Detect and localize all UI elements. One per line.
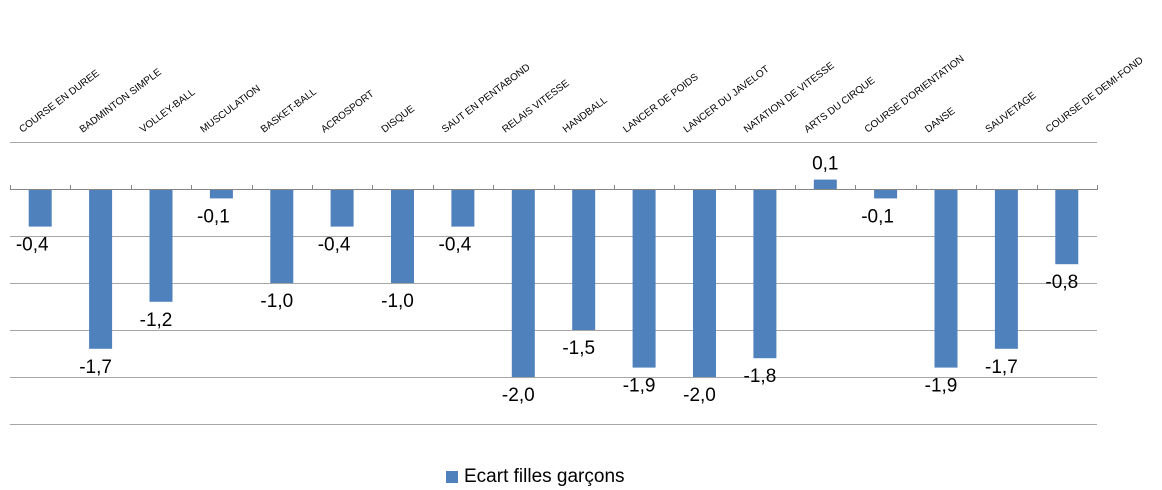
category-label: ACROSPORT [319, 89, 376, 136]
category-label: COURSE D'ORIENTATION [863, 53, 967, 135]
data-label: -1,8 [744, 366, 777, 387]
data-label: -1,2 [140, 310, 173, 331]
category-label: COURSE DE DEMI-FOND [1044, 55, 1146, 135]
category-axis [10, 185, 1098, 190]
bar [753, 189, 777, 359]
legend-label: Ecart filles garçons [464, 466, 625, 487]
category-label: MUSCULATION [199, 83, 263, 135]
data-label: -1,0 [260, 291, 293, 312]
data-label: -0,1 [197, 206, 230, 227]
data-label: -1,9 [925, 376, 958, 397]
bar [149, 189, 173, 302]
bar [632, 189, 656, 368]
bar [693, 189, 716, 377]
bars [28, 179, 1079, 377]
data-label: -0,4 [439, 235, 472, 256]
gridlines [10, 142, 1097, 425]
bar [874, 189, 898, 199]
legend: Ecart filles garçons [446, 466, 625, 488]
data-labels: -0,4 -1,7 -1,2 -0,1 -1,0 -0,4 -1,0 -0,4 -2,0 -1,5… [16, 154, 1078, 406]
data-label: -0,4 [318, 235, 351, 256]
bar [451, 189, 475, 227]
category-label: BASKET-BALL [259, 86, 319, 135]
bar [934, 189, 958, 368]
bar [330, 189, 354, 227]
bar [28, 189, 52, 227]
bar [994, 189, 1018, 349]
data-label: -0,1 [861, 206, 894, 227]
bar [270, 189, 294, 283]
legend-swatch [446, 471, 458, 483]
bar [1055, 189, 1079, 265]
bar [89, 189, 113, 349]
bar [511, 189, 535, 377]
category-label: DISQUE [380, 103, 418, 135]
data-label: -1,0 [381, 291, 414, 312]
bar [813, 179, 837, 189]
category-label: HANDBALL [561, 95, 610, 136]
data-label: -1,7 [79, 357, 112, 378]
bar [209, 189, 233, 199]
data-label: 0,1 [812, 154, 838, 175]
data-label: -1,9 [623, 376, 656, 397]
data-label: -1,5 [562, 338, 595, 359]
bar [391, 189, 414, 283]
category-label: VOLLEY-BALL [138, 87, 198, 136]
category-label: DANSE [923, 106, 957, 136]
data-label: -0,8 [1045, 272, 1078, 293]
data-label: -1,7 [985, 357, 1018, 378]
data-label: -2,0 [683, 385, 716, 406]
bar [572, 189, 596, 330]
data-label: -0,4 [16, 235, 49, 256]
category-label: SAUVETAGE [984, 90, 1039, 135]
data-label: -2,0 [502, 385, 535, 406]
